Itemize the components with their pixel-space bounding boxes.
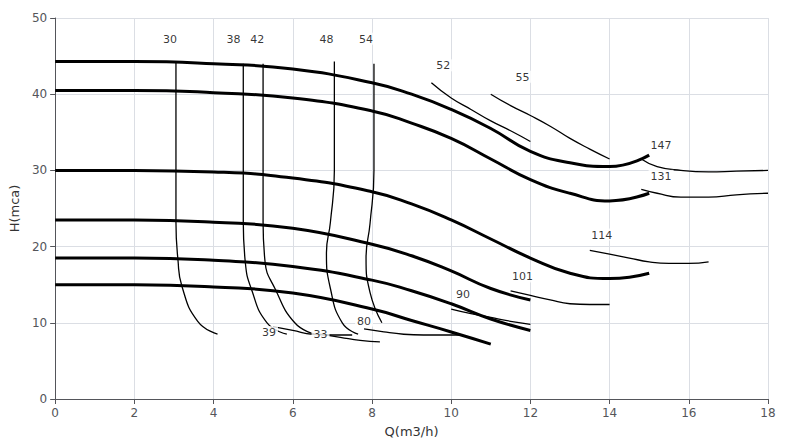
svg-text:H(mca): H(mca)	[7, 185, 22, 233]
svg-text:30: 30	[163, 33, 177, 46]
svg-text:80: 80	[357, 315, 371, 328]
svg-text:131: 131	[651, 170, 672, 183]
svg-text:0: 0	[51, 406, 59, 420]
svg-text:38: 38	[226, 33, 240, 46]
svg-text:10: 10	[444, 406, 459, 420]
svg-text:42: 42	[250, 33, 264, 46]
svg-text:114: 114	[591, 229, 612, 242]
svg-text:90: 90	[456, 288, 470, 301]
svg-text:147: 147	[651, 139, 672, 152]
svg-text:2: 2	[131, 406, 139, 420]
svg-text:16: 16	[681, 406, 696, 420]
svg-text:30: 30	[32, 163, 47, 177]
svg-text:8: 8	[368, 406, 376, 420]
svg-text:40: 40	[32, 87, 47, 101]
svg-text:6: 6	[289, 406, 297, 420]
svg-text:14: 14	[602, 406, 617, 420]
svg-text:33: 33	[314, 328, 328, 341]
svg-text:39: 39	[262, 326, 276, 339]
svg-text:18: 18	[760, 406, 775, 420]
svg-text:20: 20	[32, 240, 47, 254]
svg-text:12: 12	[523, 406, 538, 420]
svg-text:52: 52	[436, 59, 450, 72]
svg-text:50: 50	[32, 11, 47, 25]
svg-text:55: 55	[515, 71, 529, 84]
svg-text:Q(m3/h): Q(m3/h)	[385, 424, 439, 439]
svg-text:48: 48	[319, 33, 333, 46]
svg-text:10: 10	[32, 316, 47, 330]
svg-text:4: 4	[210, 406, 218, 420]
svg-text:101: 101	[512, 270, 533, 283]
svg-text:0: 0	[40, 392, 48, 406]
svg-text:54: 54	[359, 33, 373, 46]
